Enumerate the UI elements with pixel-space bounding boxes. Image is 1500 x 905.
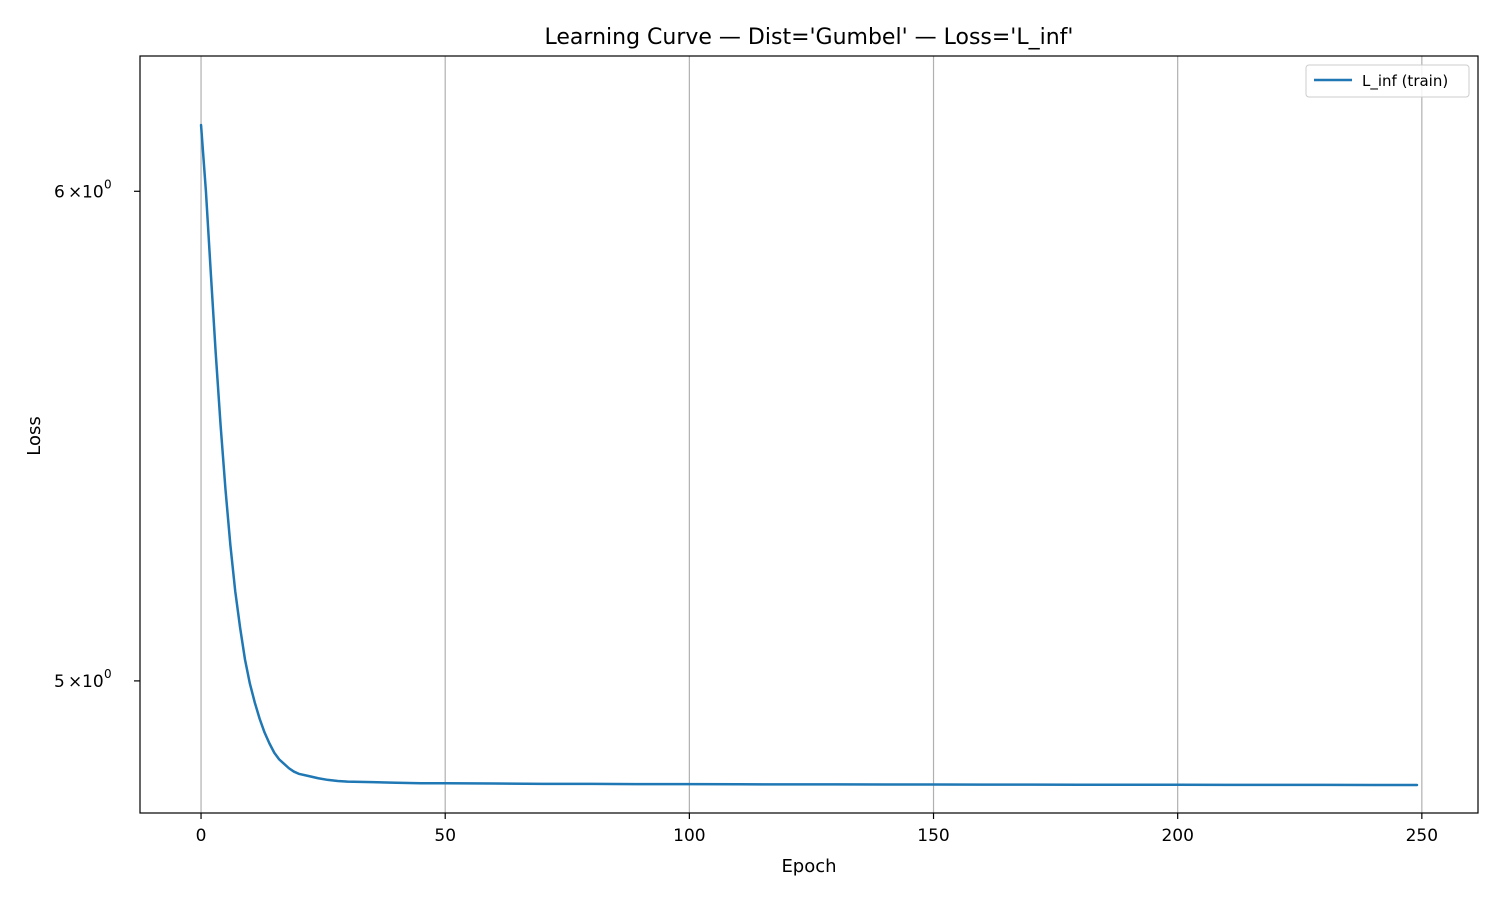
x-tick-label: 50 [434,826,456,846]
y-tick-mantissa: 6 [54,182,65,202]
x-tick-label: 250 [1406,826,1438,846]
y-tick-exponent: 0 [104,667,112,681]
y-axis-label: Loss [24,416,45,455]
x-tick-label: 200 [1161,826,1193,846]
plot-area-frame [139,55,1479,814]
y-tick-base: 10 [82,182,104,202]
x-tick-label: 0 [196,826,207,846]
y-tick-times-sign: × [68,182,82,202]
y-tick-base: 10 [82,672,104,692]
legend-label: L_inf (train) [1362,72,1448,91]
x-tick-label: 100 [673,826,705,846]
y-tick-label: 5 × 10 0 [54,667,112,692]
x-axis-ticks: 0 50 100 150 200 250 [196,813,1438,846]
series-line [199,123,1419,787]
legend-box [1305,64,1470,98]
grid-lines [200,56,1423,813]
chart-title: Learning Curve — Dist='Gumbel' — Loss='L… [545,25,1074,50]
y-tick-label: 6 × 10 0 [54,177,112,202]
y-tick-exponent: 0 [104,177,112,191]
y-tick-mantissa: 5 [54,672,65,692]
legend: L_inf (train) [1305,64,1470,98]
series-layer [199,123,1419,787]
x-axis-label: Epoch [781,856,836,877]
x-tick-label: 150 [917,826,949,846]
y-axis-ticks: 6 × 10 05 × 10 0 [54,177,140,692]
y-tick-times-sign: × [68,672,82,692]
